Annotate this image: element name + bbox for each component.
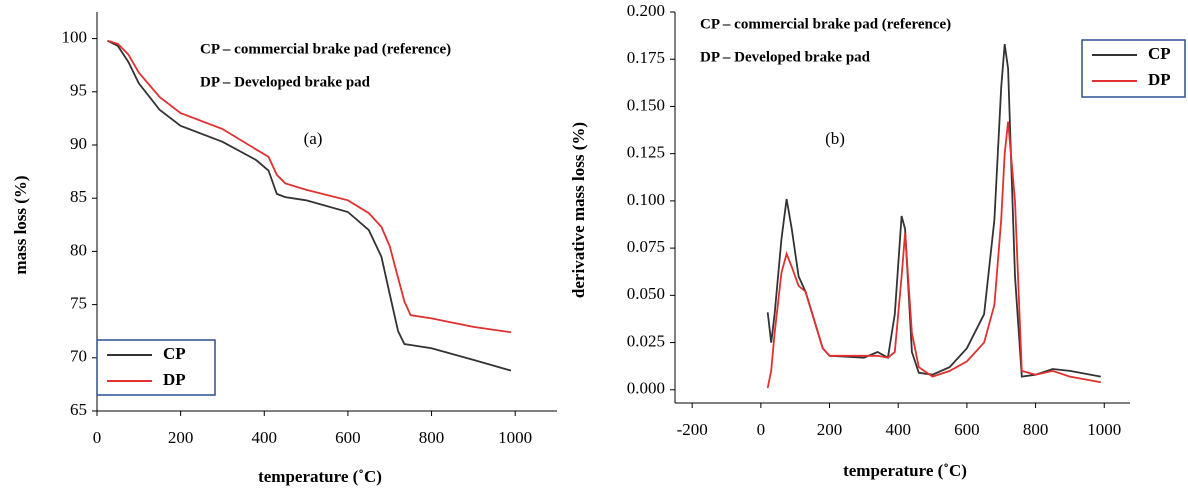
y-tick-label: 80 — [70, 240, 87, 259]
annotation: (a) — [304, 129, 323, 148]
annotation: CP – commercial brake pad (reference) — [200, 41, 451, 57]
y-tick-label: 0.175 — [627, 48, 665, 67]
x-tick-label: 200 — [817, 420, 843, 439]
x-tick-label: -200 — [677, 420, 708, 439]
x-tick-label: 600 — [335, 428, 361, 447]
y-tick-label: 100 — [62, 28, 88, 47]
annotation: DP – Developed brake pad — [200, 74, 371, 90]
x-tick-label: 1000 — [1087, 420, 1121, 439]
y-tick-label: 0.075 — [627, 237, 665, 256]
x-tick-label: 0 — [93, 428, 102, 447]
annotation: (b) — [825, 129, 845, 148]
y-tick-label: 70 — [70, 347, 87, 366]
y-tick-label: 0.025 — [627, 331, 665, 350]
y-tick-label: 90 — [70, 134, 87, 153]
y-axis-label: derivative mass loss (%) — [569, 122, 588, 298]
x-tick-label: 0 — [757, 420, 766, 439]
legend-label: CP — [163, 344, 186, 363]
legend-label: DP — [1148, 70, 1171, 89]
x-tick-label: 800 — [1023, 420, 1049, 439]
legend-box — [96, 339, 216, 396]
series-line — [107, 39, 512, 372]
series-line — [766, 121, 1101, 389]
legend-label: CP — [1148, 44, 1171, 63]
x-tick-label: 800 — [419, 428, 445, 447]
y-axis-label: mass loss (%) — [11, 175, 30, 274]
x-tick-label: 1000 — [498, 428, 532, 447]
legend-label: DP — [163, 370, 186, 389]
y-tick-label: 0.200 — [627, 1, 665, 20]
x-tick-label: 400 — [252, 428, 278, 447]
y-tick-label: 75 — [70, 294, 87, 313]
y-tick-label: 85 — [70, 187, 87, 206]
y-tick-label: 0.000 — [627, 379, 665, 398]
y-tick-label: 0.050 — [627, 284, 665, 303]
y-tick-label: 95 — [70, 81, 87, 100]
y-tick-label: 0.125 — [627, 143, 665, 162]
y-tick-label: 65 — [70, 400, 87, 419]
x-tick-label: 600 — [954, 420, 980, 439]
y-tick-label: 0.100 — [627, 190, 665, 209]
series-line — [766, 43, 1101, 378]
x-axis-label: temperature (˚C) — [843, 461, 967, 480]
annotation: DP – Developed brake pad — [700, 49, 871, 65]
annotation: CP – commercial brake pad (reference) — [700, 16, 951, 32]
x-axis-label: temperature (˚C) — [258, 467, 382, 486]
series-line — [107, 39, 512, 334]
x-tick-label: 200 — [168, 428, 194, 447]
legend-box — [1081, 39, 1186, 98]
y-tick-label: 0.150 — [627, 95, 665, 114]
x-tick-label: 400 — [885, 420, 911, 439]
